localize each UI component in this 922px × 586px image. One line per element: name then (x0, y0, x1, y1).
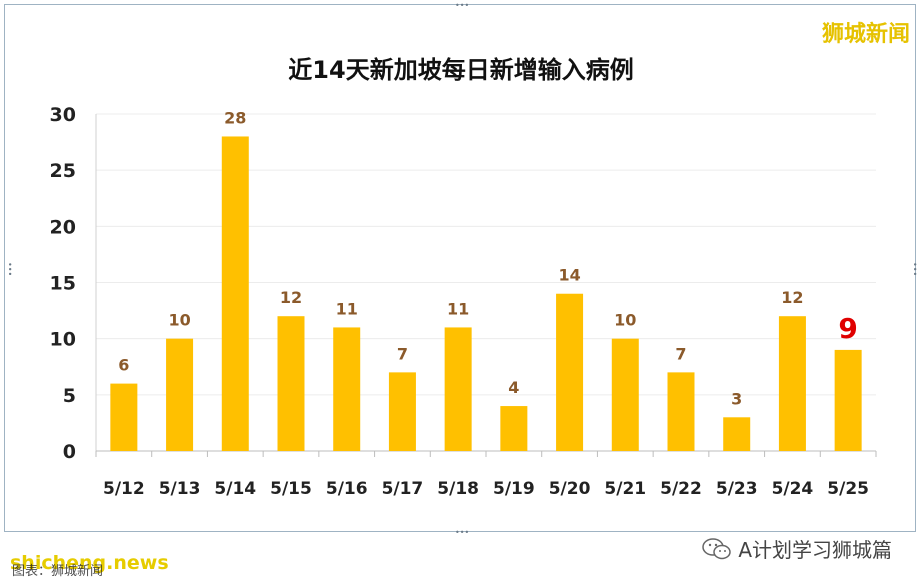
data-label: 12 (781, 288, 803, 307)
x-tick-label: 5/24 (772, 479, 814, 499)
y-tick-label: 10 (50, 329, 76, 351)
bar (166, 338, 194, 451)
resize-handle-right-icon[interactable]: ••• (910, 262, 919, 277)
bar (556, 293, 584, 451)
x-tick-label: 5/21 (604, 479, 646, 499)
resize-handle-left-icon[interactable]: ••• (5, 262, 14, 277)
wechat-account-label: A计划学习狮城篇 (738, 538, 892, 562)
y-tick-label: 15 (50, 273, 76, 295)
bar (834, 349, 862, 451)
data-label: 11 (447, 299, 469, 318)
data-label: 7 (675, 344, 686, 363)
bar (444, 327, 472, 451)
bar (110, 383, 138, 451)
data-label: 10 (614, 311, 636, 330)
x-tick-label: 5/25 (827, 479, 869, 499)
x-tick-label: 5/13 (159, 479, 201, 499)
bar (778, 316, 806, 451)
wechat-icon (702, 537, 732, 559)
x-tick-label: 5/12 (103, 479, 145, 499)
bar (667, 372, 695, 451)
x-tick-label: 5/22 (660, 479, 702, 499)
data-label: 9 (838, 312, 857, 345)
chart-title: 近14天新加坡每日新增输入病例 (288, 56, 634, 84)
data-label: 10 (168, 311, 190, 330)
bar (611, 338, 639, 451)
data-label: 3 (731, 389, 742, 408)
wechat-account: A计划学习狮城篇 (702, 534, 892, 563)
bar (723, 417, 751, 451)
x-tick-label: 5/14 (214, 479, 256, 499)
data-label: 6 (118, 356, 129, 375)
x-tick-label: 5/17 (382, 479, 424, 499)
source-caption: 图表：狮城新闻 (12, 564, 104, 579)
y-tick-label: 0 (63, 441, 76, 463)
brand-watermark: 狮城新闻 (821, 22, 910, 47)
y-tick-label: 5 (63, 385, 76, 407)
y-tick-label: 25 (50, 160, 76, 182)
y-tick-label: 20 (50, 216, 76, 238)
resize-handle-top-icon[interactable]: ••• (455, 1, 470, 10)
y-tick-label: 30 (50, 104, 76, 126)
bar (277, 316, 305, 451)
data-label: 28 (224, 108, 246, 127)
x-tick-label: 5/15 (270, 479, 312, 499)
x-tick-label: 5/19 (493, 479, 535, 499)
x-tick-label: 5/23 (716, 479, 758, 499)
resize-handle-bottom-icon[interactable]: ••• (455, 528, 470, 537)
data-label: 12 (280, 288, 302, 307)
data-label: 14 (558, 266, 580, 285)
site-watermark: shicheng.news (10, 552, 169, 574)
bar (500, 406, 528, 451)
data-label: 4 (508, 378, 519, 397)
data-label: 11 (336, 299, 358, 318)
bar (221, 136, 249, 451)
bar (333, 327, 361, 451)
data-label: 7 (397, 344, 408, 363)
x-tick-label: 5/20 (549, 479, 591, 499)
bar (388, 372, 416, 451)
x-tick-label: 5/16 (326, 479, 368, 499)
x-tick-label: 5/18 (437, 479, 479, 499)
